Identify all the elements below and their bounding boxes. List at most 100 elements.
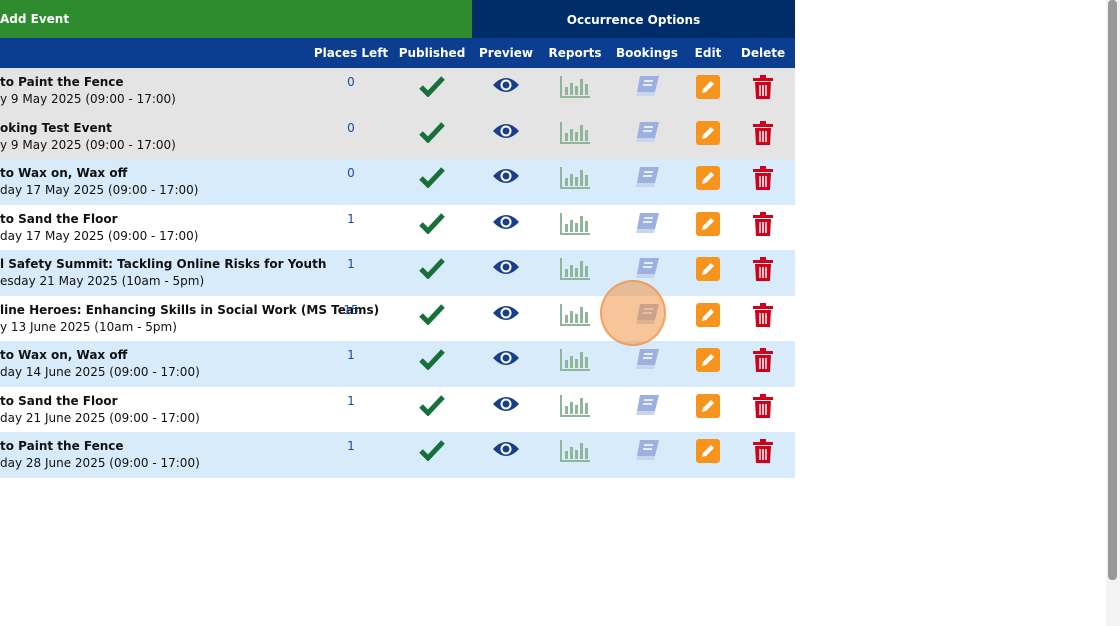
reports-button[interactable] bbox=[559, 303, 591, 331]
add-event-button[interactable]: Add Event bbox=[0, 0, 472, 38]
bookings-button-part bbox=[637, 76, 659, 92]
delete-button[interactable] bbox=[752, 348, 774, 376]
scrollbar-thumb[interactable] bbox=[1108, 0, 1117, 580]
published-icon bbox=[419, 75, 445, 101]
preview-button[interactable] bbox=[492, 439, 520, 463]
reports-button-part bbox=[585, 402, 588, 414]
edit-button-part bbox=[702, 399, 714, 412]
edit-button[interactable] bbox=[696, 348, 720, 376]
reports-button-part bbox=[575, 131, 578, 141]
bookings-button[interactable] bbox=[634, 439, 660, 465]
edit-button[interactable] bbox=[696, 393, 720, 422]
reports-button-part bbox=[565, 87, 568, 95]
bookings-button-part bbox=[636, 410, 655, 415]
delete-button[interactable] bbox=[752, 393, 774, 422]
reports-button[interactable] bbox=[559, 212, 591, 240]
bookings-button[interactable] bbox=[634, 257, 660, 283]
edit-button[interactable] bbox=[696, 257, 720, 285]
reports-button[interactable] bbox=[559, 121, 591, 149]
reports-button-part bbox=[560, 121, 590, 144]
reports-button-part bbox=[565, 178, 568, 186]
event-title[interactable]: to Paint the Fence bbox=[0, 439, 124, 453]
preview-button[interactable] bbox=[492, 257, 520, 281]
bookings-button[interactable] bbox=[634, 75, 660, 101]
reports-button-part bbox=[580, 352, 583, 368]
edit-button[interactable] bbox=[696, 211, 720, 240]
delete-button-part bbox=[753, 351, 773, 354]
bookings-button[interactable] bbox=[634, 212, 660, 238]
delete-button[interactable] bbox=[752, 439, 774, 467]
bookings-button-part bbox=[637, 440, 659, 456]
reports-button-part bbox=[560, 121, 590, 144]
event-title[interactable]: l Safety Summit: Tackling Online Risks f… bbox=[0, 257, 327, 271]
edit-button[interactable] bbox=[696, 302, 720, 331]
delete-button[interactable] bbox=[752, 75, 774, 103]
preview-button-part bbox=[502, 127, 510, 134]
delete-button-part bbox=[753, 393, 773, 418]
event-title[interactable]: to Wax on, Wax off bbox=[0, 166, 128, 180]
delete-button[interactable] bbox=[752, 120, 774, 149]
event-row: line Heroes: Enhancing Skills in Social … bbox=[0, 295, 795, 342]
reports-button-part bbox=[585, 311, 588, 323]
occurrence-options-header: Occurrence Options bbox=[472, 0, 795, 38]
reports-button-part bbox=[570, 83, 573, 95]
edit-button[interactable] bbox=[696, 120, 720, 149]
reports-button[interactable] bbox=[559, 394, 591, 422]
bookings-button[interactable] bbox=[634, 394, 660, 420]
preview-button[interactable] bbox=[492, 121, 520, 145]
reports-button-part bbox=[560, 440, 590, 462]
published-icon bbox=[419, 303, 445, 329]
delete-button-part bbox=[753, 348, 773, 372]
delete-button-part bbox=[760, 211, 766, 215]
bookings-button-part bbox=[636, 121, 659, 142]
event-title[interactable]: to Wax on, Wax off bbox=[0, 348, 128, 362]
reports-button[interactable] bbox=[559, 439, 591, 467]
reports-button-part bbox=[575, 404, 578, 414]
edit-button[interactable] bbox=[696, 75, 720, 103]
preview-button-part bbox=[502, 309, 510, 316]
reports-button[interactable] bbox=[559, 257, 591, 285]
reports-button-part bbox=[585, 220, 588, 232]
bookings-button-part bbox=[643, 216, 653, 223]
edit-button-part bbox=[702, 126, 714, 139]
delete-button-part bbox=[753, 123, 773, 127]
bookings-button-part bbox=[637, 349, 659, 365]
published-icon-part bbox=[419, 76, 445, 98]
delete-button[interactable] bbox=[752, 166, 774, 194]
edit-button[interactable] bbox=[696, 439, 720, 467]
delete-button-part bbox=[753, 211, 773, 236]
reports-button[interactable] bbox=[559, 75, 591, 103]
event-title[interactable]: to Sand the Floor bbox=[0, 211, 118, 226]
delete-button[interactable] bbox=[752, 302, 774, 331]
delete-button-part bbox=[760, 120, 766, 124]
event-title[interactable]: to Sand the Floor bbox=[0, 393, 118, 408]
preview-button[interactable] bbox=[492, 303, 520, 327]
event-title[interactable]: line Heroes: Enhancing Skills in Social … bbox=[0, 302, 380, 317]
delete-button[interactable] bbox=[752, 257, 774, 285]
edit-button-part bbox=[696, 439, 720, 463]
edit-button[interactable] bbox=[696, 166, 720, 194]
preview-button[interactable] bbox=[492, 394, 520, 418]
bookings-button[interactable] bbox=[634, 121, 660, 147]
reports-button-part bbox=[570, 356, 573, 368]
bookings-button-part bbox=[636, 365, 655, 369]
bookings-button[interactable] bbox=[634, 166, 660, 192]
event-date: esday 21 May 2025 (10am - 5pm) bbox=[0, 274, 205, 288]
reports-button-part bbox=[560, 394, 590, 417]
preview-button[interactable] bbox=[492, 166, 520, 190]
reports-button[interactable] bbox=[559, 166, 591, 194]
reports-button-part bbox=[580, 443, 583, 459]
preview-button[interactable] bbox=[492, 348, 520, 372]
preview-button[interactable] bbox=[492, 75, 520, 99]
bookings-button[interactable] bbox=[634, 348, 660, 374]
places-left: 1 bbox=[347, 439, 355, 453]
places-left: 1 bbox=[347, 257, 355, 271]
preview-button[interactable] bbox=[492, 212, 520, 236]
reports-button-part bbox=[565, 451, 568, 459]
event-title[interactable]: to Paint the Fence bbox=[0, 75, 124, 89]
delete-button-part bbox=[759, 312, 767, 324]
reports-button[interactable] bbox=[559, 348, 591, 376]
bookings-button-part bbox=[637, 167, 659, 183]
event-title[interactable]: oking Test Event bbox=[0, 120, 112, 135]
delete-button[interactable] bbox=[752, 211, 774, 240]
